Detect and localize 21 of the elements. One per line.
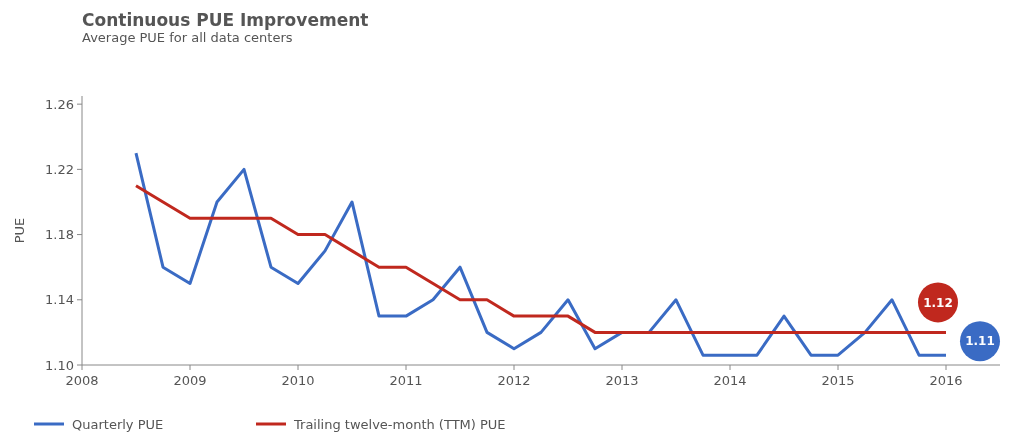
x-tick-label: 2014 <box>713 373 747 388</box>
annotation: 1.12 <box>923 295 953 310</box>
y-tick-label: 1.26 <box>45 96 74 112</box>
y-tick-label: 1.14 <box>45 292 74 308</box>
y-tick-label: 1.22 <box>45 161 74 177</box>
x-tick-label: 2008 <box>65 373 99 388</box>
y-tick-label: 1.18 <box>45 227 74 243</box>
x-tick-label: 2011 <box>389 373 423 388</box>
x-tick-label: 2009 <box>173 373 207 388</box>
legend-label: Quarterly PUE <box>72 416 164 432</box>
x-tick-label: 2012 <box>497 373 531 388</box>
y-tick-label: 1.10 <box>45 357 74 373</box>
legend-label: Trailing twelve-month (TTM) PUE <box>293 416 506 432</box>
chart-subtitle: Average PUE for all data centers <box>82 30 293 45</box>
x-tick-label: 2016 <box>929 373 963 388</box>
x-tick-label: 2010 <box>281 373 315 388</box>
x-tick-label: 2013 <box>605 373 639 388</box>
annotation: 1.11 <box>965 334 995 349</box>
chart-title: Continuous PUE Improvement <box>82 10 369 30</box>
x-tick-label: 2015 <box>821 373 855 388</box>
y-axis-title: PUE <box>12 217 27 244</box>
